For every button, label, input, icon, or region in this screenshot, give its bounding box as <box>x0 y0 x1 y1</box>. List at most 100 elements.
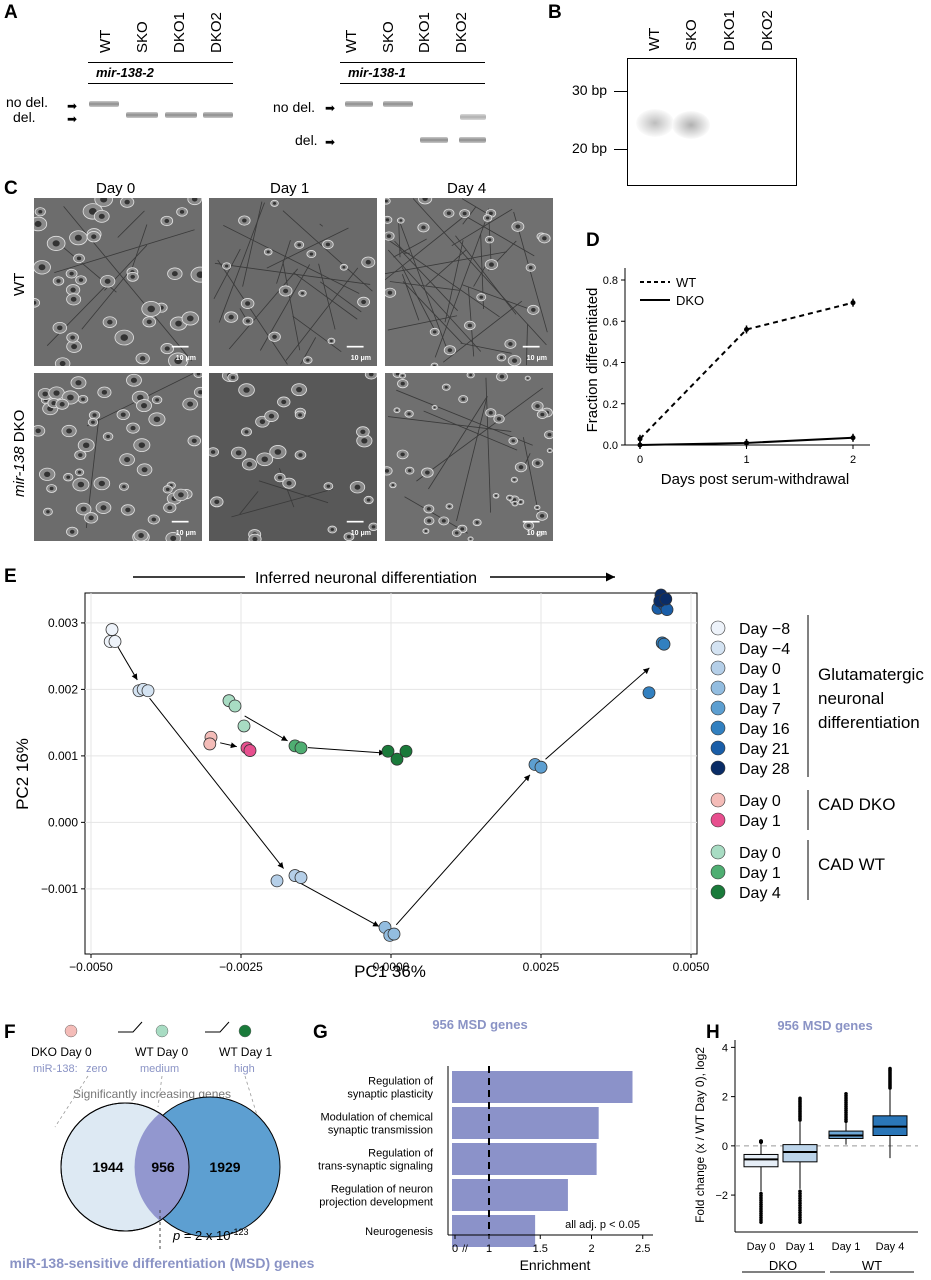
y-axis-title: Fraction differentiated <box>584 288 601 433</box>
marker-tick <box>614 91 628 92</box>
cell-nucleus <box>515 224 521 229</box>
marker-30bp: 30 bp <box>572 82 608 98</box>
legend-label: Day 16 <box>739 721 790 738</box>
chart-title: 956 MSD genes <box>432 1017 527 1032</box>
neurite <box>282 261 301 351</box>
neurite <box>81 266 134 330</box>
cell <box>418 198 433 205</box>
cell-nucleus <box>297 243 301 247</box>
cell-nucleus <box>354 484 361 490</box>
legend-label: Day −8 <box>739 621 790 638</box>
legend-label: Day 7 <box>739 701 781 718</box>
neurite <box>389 281 460 291</box>
neurite <box>399 248 458 311</box>
panel-c-label: C <box>4 178 18 199</box>
micrograph-dko-day4: 10 μm <box>385 373 553 541</box>
cell-nucleus <box>548 449 551 452</box>
neurite <box>513 211 548 333</box>
cell-nucleus <box>124 199 130 205</box>
cell-nucleus <box>52 240 60 247</box>
cell-nucleus <box>74 234 82 241</box>
cell-nucleus <box>325 242 331 247</box>
cell-nucleus <box>228 314 234 320</box>
cell-nucleus <box>186 315 194 322</box>
micrograph-wt-day1: 10 μm <box>209 198 377 366</box>
bar <box>452 1107 599 1139</box>
cell-nucleus <box>70 296 77 302</box>
cell-nucleus <box>46 510 50 514</box>
cell-nucleus <box>535 461 540 466</box>
cell-nucleus <box>454 531 459 535</box>
group-label: neuronal <box>818 689 884 708</box>
cell-nucleus <box>330 528 335 532</box>
panel-a-label: A <box>4 2 18 23</box>
y-tick-label: 0.2 <box>603 399 618 411</box>
cell-nucleus <box>277 475 283 480</box>
cell-nucleus <box>467 323 472 328</box>
cell-nucleus <box>447 348 453 353</box>
cell-nucleus <box>479 295 484 299</box>
guide-line <box>54 1075 89 1128</box>
x-tick-label: 2 <box>588 1243 594 1255</box>
guide-line <box>157 1075 163 1108</box>
data-point <box>744 440 749 446</box>
cell-nucleus <box>365 259 371 265</box>
legend-swatch <box>710 792 726 808</box>
no-del-label: no del. <box>273 99 316 115</box>
cell-nucleus <box>44 471 51 478</box>
micrograph-dko-day1: 10 μm <box>209 373 377 541</box>
cell-nucleus <box>386 234 392 238</box>
cell-nucleus <box>66 428 72 434</box>
cell-nucleus <box>130 377 137 383</box>
x-tick-label: −0.0025 <box>219 960 263 974</box>
y-tick-label: 4 <box>722 1042 728 1054</box>
cell-nucleus <box>309 252 314 256</box>
neurite <box>223 225 360 294</box>
cell-nucleus <box>487 238 492 242</box>
legend-label-dko: DKO <box>676 293 704 308</box>
legend-swatch <box>710 864 726 880</box>
data-point <box>108 635 122 648</box>
scale-bar <box>522 345 540 348</box>
neurite <box>423 410 518 451</box>
bar-label: Modulation of chemical <box>320 1112 433 1124</box>
cell-nucleus <box>53 390 60 396</box>
legend-label: Day 1 <box>739 681 781 698</box>
cell-nucleus <box>242 218 247 223</box>
gel-band <box>203 112 233 118</box>
legend-swatch <box>710 760 726 776</box>
neurite <box>461 198 490 216</box>
panel-g-label: G <box>313 1022 328 1043</box>
neurite <box>401 274 420 321</box>
x-axis-title: Days post serum-withdrawal <box>661 471 849 488</box>
cell-nucleus <box>80 506 87 512</box>
cell-nucleus <box>120 412 126 417</box>
cell-nucleus <box>395 373 400 376</box>
neurite <box>46 282 109 346</box>
cell-nucleus <box>76 256 82 261</box>
blot-band <box>636 109 674 137</box>
cell-nucleus <box>120 334 128 341</box>
cell-nucleus <box>187 401 194 407</box>
trajectory-arrow <box>545 667 650 760</box>
cell-nucleus <box>141 467 148 473</box>
data-point <box>399 744 413 758</box>
legend-label: Day 0 <box>739 793 781 810</box>
trend-icon <box>205 1021 230 1033</box>
cell-nucleus <box>138 533 144 538</box>
neurite <box>218 202 265 323</box>
y-axis-title: Fold change (x / WT Day 0), log2 <box>693 1047 707 1223</box>
cell-nucleus <box>164 346 170 351</box>
cell-nucleus <box>151 517 157 522</box>
neurite <box>401 267 438 336</box>
cell-nucleus <box>171 271 178 277</box>
neurite <box>485 377 492 513</box>
lane-label: WT <box>97 29 114 53</box>
legend-swatch <box>710 740 726 756</box>
x-tick-label: 0.0000 <box>373 960 410 974</box>
neurite <box>458 212 535 257</box>
marker-20bp: 20 bp <box>572 140 608 156</box>
mir-label: miR-138: <box>33 1063 78 1075</box>
bar-label: trans-synaptic signaling <box>318 1161 433 1173</box>
cell-nucleus <box>508 342 513 346</box>
